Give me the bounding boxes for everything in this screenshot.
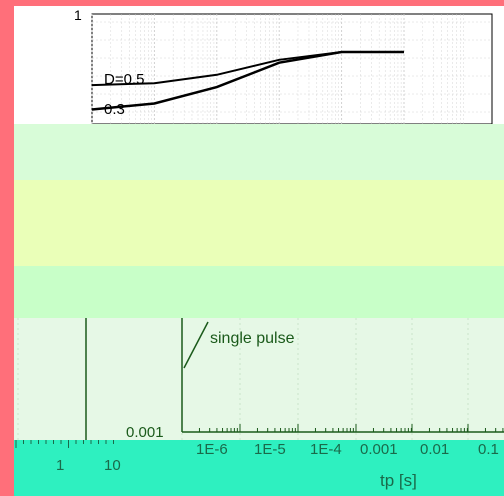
curve-label-03: 0.3	[104, 101, 125, 118]
top-plot: 1 D=0.5 0.3	[74, 7, 493, 125]
frame-left	[0, 0, 14, 496]
bottom-tick-01: 0.1	[478, 441, 499, 458]
overlay-band-low	[14, 266, 504, 318]
top-grid	[91, 14, 492, 124]
y-tick-label-0001: 0.001	[126, 424, 164, 441]
top-curves	[91, 50, 404, 111]
x-axis-label: tp [s]	[380, 471, 417, 490]
bottom-tick-marks	[15, 440, 114, 448]
bottom-tick-001: 0.01	[420, 441, 449, 458]
bottom-tick-0001: 0.001	[360, 441, 398, 458]
curve-label-d05: D=0.5	[104, 71, 144, 88]
overlay-band-top	[14, 124, 504, 180]
series-line-d03	[91, 50, 404, 111]
bottom-tick-1e-6: 1E-6	[196, 441, 228, 458]
lower-x-ticks	[181, 424, 504, 432]
bottom-tick-1e-4: 1E-4	[310, 441, 342, 458]
frame-top	[0, 0, 504, 6]
single-pulse-pointer	[183, 321, 209, 369]
bottom-tick-1e-5: 1E-5	[254, 441, 286, 458]
top-plot-bg	[91, 13, 493, 125]
curve-label-single-pulse: single pulse	[210, 330, 295, 347]
bottom-band	[14, 440, 504, 496]
left-axis-tick-1: 1	[56, 457, 64, 474]
lower-region-bg	[14, 318, 504, 440]
y-tick-label-1: 1	[74, 7, 82, 23]
overlay-band-mid	[14, 180, 504, 266]
left-axis-tick-10: 10	[104, 457, 121, 474]
